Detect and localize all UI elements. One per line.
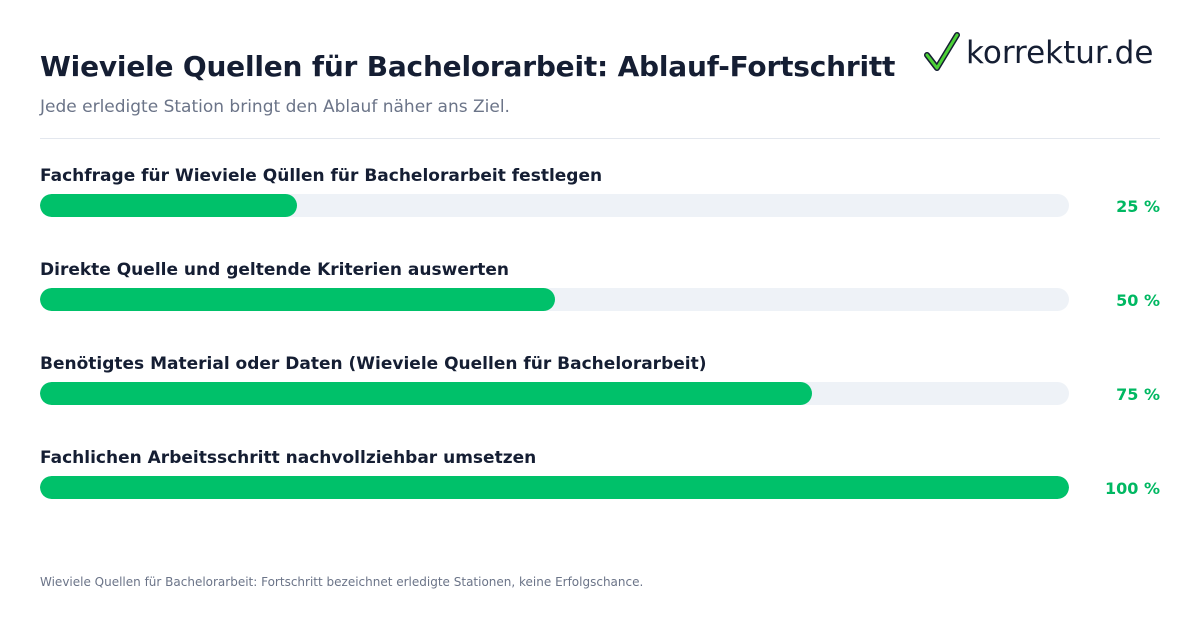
page-subtitle: Jede erledigte Station bringt den Ablauf… xyxy=(40,97,510,117)
progress-value-label: 75 % xyxy=(1116,385,1160,404)
progress-value-label: 25 % xyxy=(1116,197,1160,216)
progress-value-label: 50 % xyxy=(1116,291,1160,310)
step-label: Benötigtes Material oder Daten (Wieviele… xyxy=(40,354,707,374)
page-title: Wieviele Quellen für Bachelorarbeit: Abl… xyxy=(40,50,896,83)
progress-track xyxy=(40,476,1069,499)
progress-value-label: 100 % xyxy=(1105,479,1160,498)
header-divider xyxy=(40,138,1160,139)
progress-bar-fill xyxy=(40,194,298,217)
progress-bar-fill xyxy=(40,476,1069,499)
progress-track xyxy=(40,194,1069,217)
footnote: Wieviele Quellen für Bachelorarbeit: For… xyxy=(40,575,644,589)
progress-bar-fill xyxy=(40,288,555,311)
brand-logo[interactable]: korrektur.de xyxy=(924,28,1153,78)
progress-row: Fachfrage für Wieviele Qüllen für Bachel… xyxy=(40,166,1160,260)
step-label: Fachfrage für Wieviele Qüllen für Bachel… xyxy=(40,166,603,186)
check-icon xyxy=(924,32,960,71)
step-label: Direkte Quelle und geltende Kriterien au… xyxy=(40,260,509,280)
step-label: Fachlichen Arbeitsschritt nachvollziehba… xyxy=(40,448,537,468)
progress-bar-fill xyxy=(40,382,812,405)
progress-row: Benötigtes Material oder Daten (Wieviele… xyxy=(40,354,1160,448)
progress-track xyxy=(40,382,1069,405)
progress-row: Direkte Quelle und geltende Kriterien au… xyxy=(40,260,1160,354)
progress-track xyxy=(40,288,1069,311)
progress-chart: Fachfrage für Wieviele Qüllen für Bachel… xyxy=(40,166,1160,542)
progress-row: Fachlichen Arbeitsschritt nachvollziehba… xyxy=(40,448,1160,542)
logo-text: korrektur.de xyxy=(966,35,1154,71)
